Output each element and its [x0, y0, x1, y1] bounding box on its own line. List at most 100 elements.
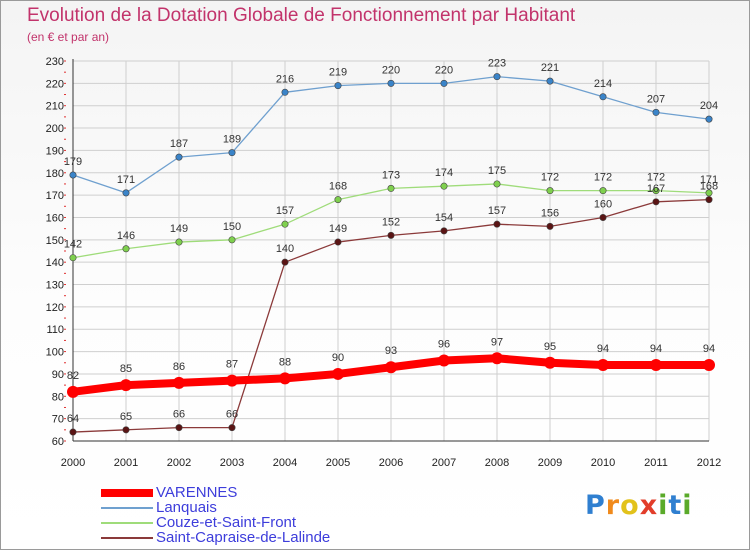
data-point	[546, 222, 554, 230]
data-label: 173	[382, 169, 400, 181]
x-tick-label: 2008	[485, 457, 509, 469]
data-point	[175, 153, 183, 161]
logo-letter: r	[605, 490, 621, 521]
y-tick-label: 120	[46, 302, 64, 314]
data-point	[599, 93, 607, 101]
data-point	[703, 359, 715, 371]
data-label: 187	[170, 138, 188, 150]
data-label: 221	[541, 62, 559, 74]
data-label: 172	[541, 172, 559, 184]
data-label: 66	[173, 409, 185, 421]
data-point	[652, 108, 660, 116]
data-point	[493, 220, 501, 228]
data-label: 214	[594, 78, 612, 90]
data-point	[281, 220, 289, 228]
data-point	[281, 88, 289, 96]
data-point	[440, 79, 448, 87]
y-tick-label: 170	[46, 190, 64, 202]
line-chart: 60 70 80 90 100 110 120 130 140 150 160 170 180 190 20…	[46, 56, 722, 469]
legend-label-couze: Couze-et-Saint-Front	[156, 514, 297, 531]
data-point	[67, 385, 79, 398]
data-label: 94	[703, 343, 715, 355]
data-label: 207	[647, 93, 665, 105]
legend-label-lanquais: Lanquais	[156, 499, 217, 516]
data-label: 94	[650, 343, 662, 355]
logo-letter: P	[585, 490, 606, 521]
y-tick-label: 90	[52, 369, 64, 381]
data-label: 94	[597, 343, 609, 355]
data-label: 223	[488, 58, 506, 70]
logo-letter: o	[620, 490, 640, 521]
chart-title: Evolution de la Dotation Globale de Fonc…	[27, 5, 576, 26]
y-tick-label: 80	[52, 391, 64, 403]
data-point	[599, 187, 607, 195]
x-tick-label: 2007	[432, 457, 456, 469]
data-point	[705, 189, 713, 197]
data-point	[279, 372, 291, 385]
data-point	[387, 231, 395, 239]
data-label: 93	[385, 345, 397, 357]
data-label: 172	[594, 172, 612, 184]
data-point	[438, 354, 450, 367]
data-point	[334, 238, 342, 246]
data-point	[652, 198, 660, 206]
data-point	[385, 361, 397, 374]
data-point	[493, 180, 501, 188]
proxiti-logo: Proxiti	[585, 490, 693, 521]
data-point	[334, 82, 342, 90]
data-point	[491, 352, 503, 365]
logo-letter: i	[682, 490, 693, 521]
data-label: 175	[488, 165, 506, 177]
data-point	[597, 359, 609, 371]
data-point	[69, 171, 77, 179]
data-point	[546, 187, 554, 195]
data-point	[332, 367, 344, 380]
data-label: 64	[67, 413, 79, 425]
data-label: 140	[276, 243, 294, 255]
y-tick-label: 140	[46, 257, 64, 269]
data-label: 157	[488, 205, 506, 217]
data-label: 156	[541, 207, 559, 219]
data-label: 189	[223, 134, 241, 146]
data-point	[175, 238, 183, 246]
data-point	[440, 227, 448, 235]
data-label: 82	[67, 370, 79, 382]
data-point	[226, 374, 238, 387]
data-label: 220	[435, 64, 453, 76]
data-point	[228, 424, 236, 432]
data-point	[440, 182, 448, 190]
data-point	[122, 426, 130, 434]
y-tick-label: 70	[52, 414, 64, 426]
data-label: 142	[64, 239, 82, 251]
data-point	[705, 115, 713, 123]
logo-letter: i	[658, 490, 669, 521]
y-tick-label: 110	[46, 324, 64, 336]
x-tick-label: 2012	[697, 457, 721, 469]
x-tick-label: 2002	[167, 457, 191, 469]
data-point	[387, 184, 395, 192]
x-tick-label: 2001	[114, 457, 138, 469]
logo-letter: t	[668, 490, 683, 521]
data-point	[493, 73, 501, 81]
data-label: 172	[647, 172, 665, 184]
data-point	[122, 245, 130, 253]
data-point	[120, 379, 132, 392]
data-label: 88	[279, 356, 291, 368]
data-label: 86	[173, 361, 185, 373]
data-label: 154	[435, 212, 453, 224]
data-label: 160	[594, 198, 612, 210]
data-point	[122, 189, 130, 197]
data-point	[705, 196, 713, 204]
x-tick-label: 2006	[379, 457, 403, 469]
data-label: 168	[700, 181, 718, 193]
y-tick-label: 220	[46, 78, 64, 90]
data-label: 149	[329, 223, 347, 235]
data-point	[650, 359, 662, 371]
data-label: 65	[120, 411, 132, 423]
x-tick-label: 2011	[644, 457, 668, 469]
y-tick-label: 230	[46, 56, 64, 68]
data-label: 149	[170, 223, 188, 235]
data-label: 95	[544, 341, 556, 353]
data-point	[228, 149, 236, 157]
data-label: 157	[276, 205, 294, 217]
